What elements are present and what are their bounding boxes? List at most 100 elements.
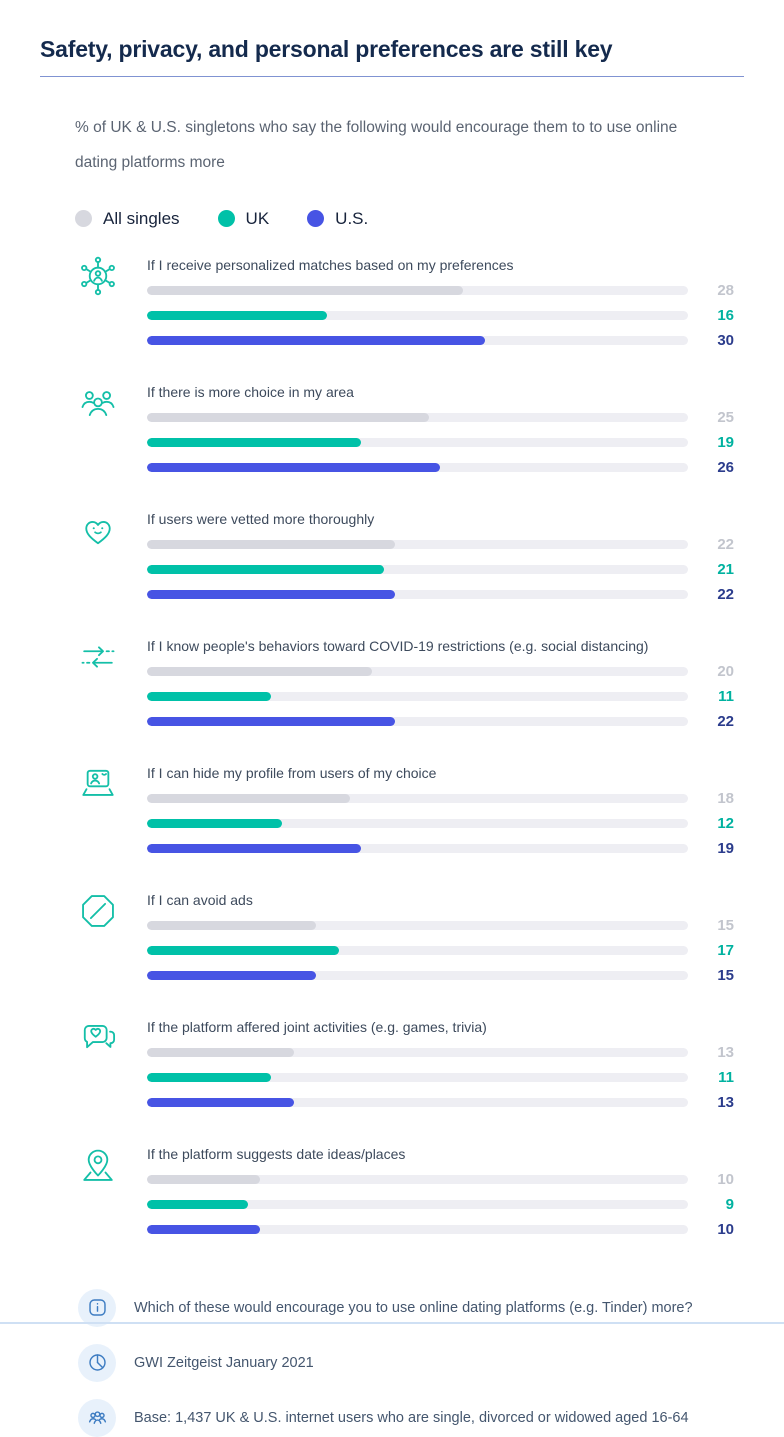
bar-fill-us: [147, 1224, 260, 1234]
bar-row-us: 13: [147, 1095, 734, 1110]
bar-value-us: 22: [717, 712, 734, 730]
legend-label-all-singles: All singles: [103, 208, 180, 228]
bar-row-us: 26: [147, 460, 734, 475]
bar-value-uk: 19: [717, 433, 734, 451]
bar-track: [147, 335, 688, 345]
category-label: If the platform affered joint activities…: [147, 1018, 487, 1035]
covid-behaviors-icon: [75, 634, 123, 739]
chart-row: If I receive personalized matches based …: [75, 256, 744, 358]
category-body: If users were vetted more thoroughly 22 …: [147, 511, 734, 612]
pie-chart-icon: [78, 1343, 116, 1382]
footnote-text: Which of these would encourage you to us…: [134, 1299, 693, 1316]
bar-track: [147, 818, 688, 828]
bar-row-uk: 19: [147, 435, 734, 450]
bar-track: [147, 666, 688, 676]
category-label: If users were vetted more thoroughly: [147, 510, 375, 527]
footnote-text: Base: 1,437 UK & U.S. internet users who…: [134, 1409, 689, 1426]
bar-fill-uk: [147, 818, 283, 828]
category-body: If I can avoid ads 15 17 15: [147, 892, 734, 993]
legend-item-all-singles: All singles: [75, 209, 180, 229]
footnote-question: Which of these would encourage you to us…: [78, 1288, 744, 1327]
avoid-ads-icon: [75, 888, 123, 993]
bar-fill-us: [147, 462, 441, 472]
bar-row-uk: 9: [147, 1197, 734, 1212]
bar-track: [147, 920, 688, 930]
bar-value-us: 30: [717, 331, 734, 349]
legend-item-us: U.S.: [307, 209, 368, 229]
bar-track: [147, 1174, 688, 1184]
bar-value-us: 15: [717, 966, 734, 984]
category-body: If I know people's behaviors toward COVI…: [147, 638, 734, 739]
bar-row-uk: 12: [147, 816, 734, 831]
joint-activities-icon: [75, 1015, 123, 1120]
bar-fill-uk: [147, 437, 362, 447]
bar-track: [147, 843, 688, 853]
bar-fill-all-singles: [147, 285, 463, 295]
bar-track: [147, 310, 688, 320]
bar-track: [147, 285, 688, 295]
bar-fill-all-singles: [147, 1047, 294, 1057]
bar-row-all-singles: 25: [147, 410, 734, 425]
category-body: If I can hide my profile from users of m…: [147, 765, 734, 866]
chart-subtitle: % of UK & U.S. singletons who say the fo…: [75, 119, 678, 171]
footnotes: Which of these would encourage you to us…: [0, 1273, 784, 1437]
personalized-matches-icon: [75, 253, 123, 358]
bar-fill-uk: [147, 1072, 271, 1082]
chart-row: If I can avoid ads 15 17 15: [75, 892, 744, 993]
bar-value-uk: 16: [717, 306, 734, 324]
bar-fill-us: [147, 335, 486, 345]
legend-item-uk: UK: [217, 208, 270, 229]
bar-value-us: 10: [717, 1220, 734, 1238]
bar-fill-uk: [147, 564, 384, 574]
bar-row-uk: 21: [147, 562, 734, 577]
category-body: If there is more choice in my area 25 19…: [147, 384, 734, 485]
bar-row-uk: 16: [147, 308, 734, 323]
bar-value-all-singles: 28: [717, 281, 734, 299]
legend-swatch-all-singles: [75, 210, 92, 228]
category-label: If I can hide my profile from users of m…: [147, 764, 437, 781]
legend-label-us: U.S.: [335, 208, 369, 228]
chart-legend: All singles UK U.S.: [75, 209, 744, 229]
bar-track: [147, 1199, 688, 1209]
bar-value-us: 13: [717, 1093, 734, 1111]
footnote-text: GWI Zeitgeist January 2021: [134, 1354, 314, 1371]
bar-row-all-singles: 10: [147, 1172, 734, 1187]
bar-track: [147, 945, 688, 955]
bar-row-us: 30: [147, 333, 734, 348]
bar-fill-uk: [147, 1199, 249, 1209]
chart-area: % of UK & U.S. singletons who say the fo…: [0, 111, 784, 1247]
category-label: If I know people's behaviors toward COVI…: [147, 637, 649, 654]
bar-fill-all-singles: [147, 539, 395, 549]
bar-track: [147, 539, 688, 549]
bottom-divider: [0, 1322, 784, 1324]
category-label: If there is more choice in my area: [147, 383, 354, 400]
bar-value-all-singles: 18: [717, 789, 734, 807]
audience-base-icon: [78, 1398, 116, 1437]
bar-row-all-singles: 20: [147, 664, 734, 679]
bar-fill-all-singles: [147, 920, 317, 930]
bar-value-us: 22: [717, 585, 734, 603]
bar-track: [147, 437, 688, 447]
bar-value-us: 19: [717, 839, 734, 857]
bar-row-all-singles: 15: [147, 918, 734, 933]
legend-label-uk: UK: [245, 208, 270, 228]
bar-value-uk: 9: [725, 1195, 734, 1213]
bar-fill-us: [147, 589, 395, 599]
bar-row-us: 19: [147, 841, 734, 856]
bar-row-uk: 11: [147, 1070, 734, 1085]
chart-row: If users were vetted more thoroughly 22 …: [75, 511, 744, 612]
bar-fill-uk: [147, 691, 271, 701]
chart-row: If I know people's behaviors toward COVI…: [75, 638, 744, 739]
legend-swatch-us: [307, 210, 325, 228]
footnote-base: Base: 1,437 UK & U.S. internet users who…: [78, 1398, 744, 1437]
bar-value-uk: 21: [717, 560, 734, 578]
bar-fill-us: [147, 970, 317, 980]
chart-row: If the platform suggests date ideas/plac…: [75, 1146, 744, 1247]
chart-row: If there is more choice in my area 25 19…: [75, 384, 744, 485]
page-title: Safety, privacy, and personal preference…: [40, 36, 613, 62]
bar-value-all-singles: 20: [717, 662, 734, 680]
bar-fill-uk: [147, 310, 328, 320]
bar-track: [147, 412, 688, 422]
bar-value-uk: 11: [718, 687, 734, 705]
bar-track: [147, 1224, 688, 1234]
